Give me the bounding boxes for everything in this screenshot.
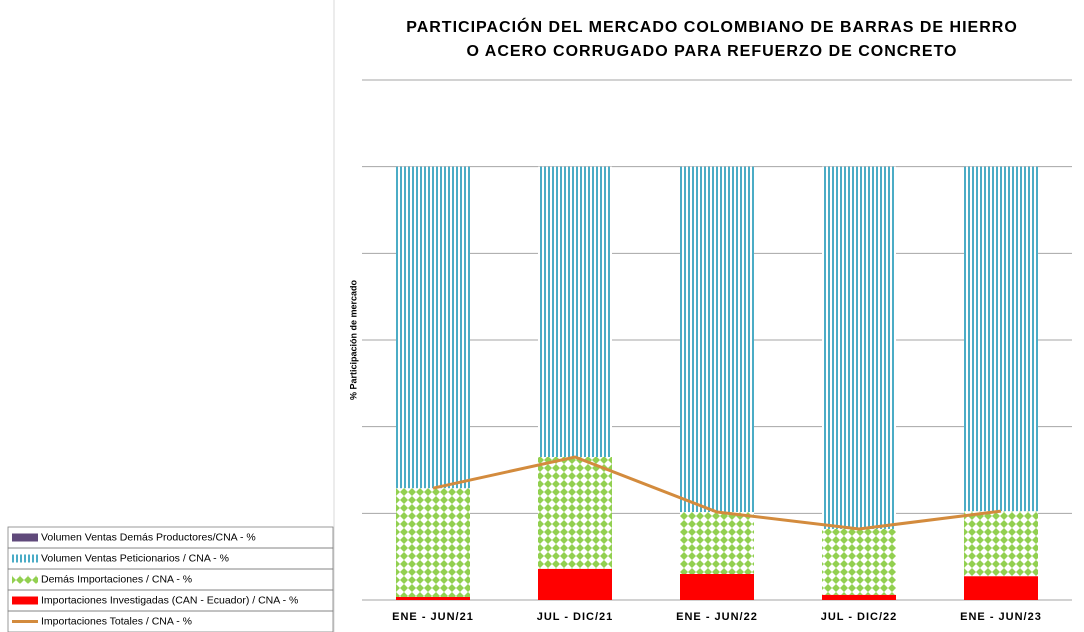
x-tick-label: ENE - JUN/21 (392, 611, 474, 623)
bar-segment (396, 166, 470, 489)
bar-segment (396, 488, 470, 597)
bar-segment (680, 166, 754, 513)
legend-label: Volumen Ventas Demás Productores/CNA - % (41, 531, 256, 543)
x-tick-label: JUL - DIC/21 (537, 611, 614, 623)
legend-label: Demás Importaciones / CNA - % (41, 573, 192, 585)
bar-segment (680, 574, 754, 600)
legend-label: Importaciones Investigadas (CAN - Ecuado… (41, 594, 298, 606)
legend-swatch (12, 575, 38, 584)
bar-segment (964, 511, 1038, 577)
bar-segment (822, 594, 896, 600)
x-tick-label: ENE - JUN/22 (676, 611, 758, 623)
legend-label: Volumen Ventas Peticionarios / CNA - % (41, 552, 229, 564)
legend-swatch (12, 596, 38, 605)
bar-segment (396, 596, 470, 600)
bar-segment (822, 528, 896, 595)
bar-segment (680, 512, 754, 574)
bar-segment (538, 568, 612, 600)
bar-segment (538, 166, 612, 457)
legend-swatch (12, 554, 38, 563)
x-tick-label: ENE - JUN/23 (960, 611, 1042, 623)
bar-segment (964, 166, 1038, 512)
line-series (432, 455, 1002, 531)
bar-segment (538, 457, 612, 569)
legend-label: Importaciones Totales / CNA - % (41, 615, 192, 627)
y-axis-label: % Participación de mercado (348, 279, 358, 400)
legend-swatch (12, 533, 38, 542)
chart-title: O ACERO CORRUGADO PARA REFUERZO DE CONCR… (466, 43, 957, 60)
bar-segment (964, 576, 1038, 600)
bar-segment (822, 166, 896, 529)
x-tick-label: JUL - DIC/22 (821, 611, 898, 623)
legend-row (7, 610, 334, 632)
chart-title: PARTICIPACIÓN DEL MERCADO COLOMBIANO DE … (406, 17, 1018, 36)
